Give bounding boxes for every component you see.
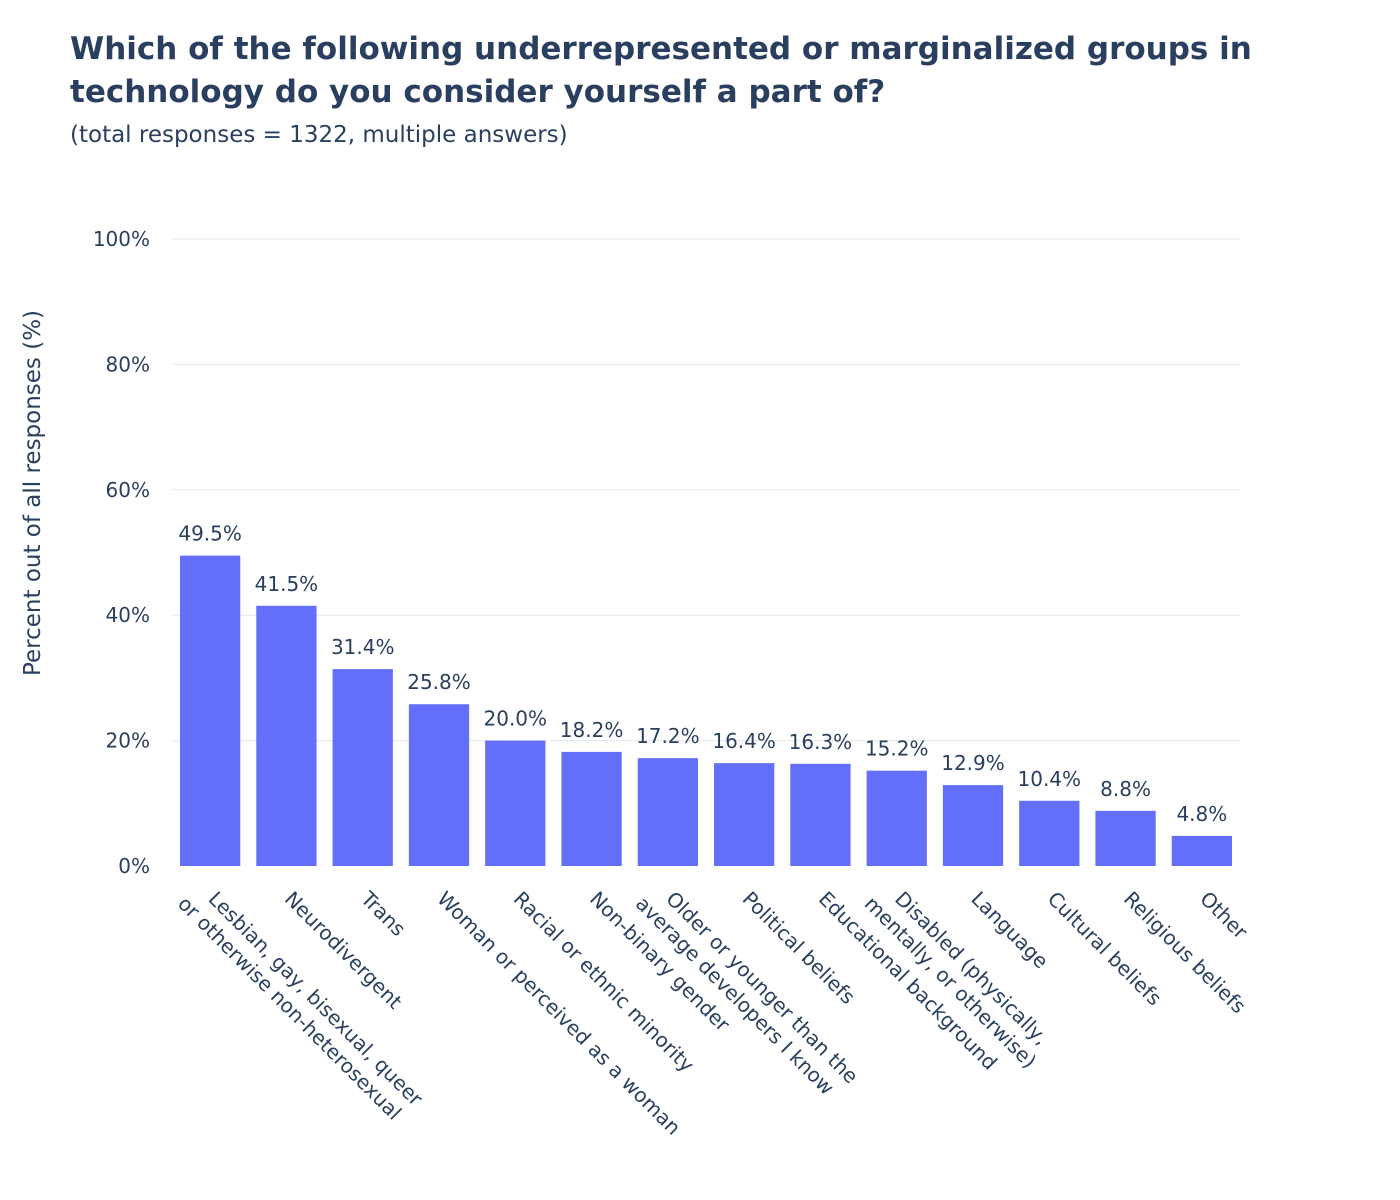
bar-value-label: 41.5%	[255, 572, 319, 596]
bar-value-label: 20.0%	[484, 707, 548, 731]
bar	[1019, 800, 1080, 866]
y-tick-label: 60%	[106, 478, 150, 502]
bar	[1171, 835, 1232, 866]
bar-value-label: 25.8%	[407, 670, 471, 694]
bar-value-label: 18.2%	[560, 718, 624, 742]
bar-value-label: 49.5%	[178, 522, 242, 546]
x-tick-label: Trans	[356, 886, 411, 941]
y-tick-label: 40%	[106, 603, 150, 627]
bar-value-label: 16.3%	[789, 730, 853, 754]
bar	[1095, 810, 1156, 866]
x-tick-label-line: Disabled (physically,	[890, 887, 1053, 1050]
bar-value-label: 17.2%	[636, 724, 700, 748]
x-tick-label-line: Trans	[356, 886, 411, 941]
chart-title: Which of the following underrepresented …	[70, 31, 1252, 110]
y-tick-label: 0%	[118, 854, 150, 878]
bar-value-label: 31.4%	[331, 635, 395, 659]
bar	[790, 763, 851, 866]
y-axis-title: Percent out of all responses (%)	[20, 310, 46, 676]
x-axis-ticks: Lesbian, gay, bisexual, queeror otherwis…	[173, 886, 1253, 1140]
x-tick-label-line: Other	[1195, 887, 1253, 945]
bars	[180, 555, 1232, 866]
gridlines	[172, 238, 1240, 742]
data-labels: 49.5% 41.5% 31.4% 25.8% 20.0% 18.2% 17.2% 16.4%…	[178, 522, 1227, 826]
bar	[637, 758, 698, 866]
bar	[485, 740, 546, 866]
bar	[714, 763, 775, 866]
y-tick-label: 20%	[106, 729, 150, 753]
x-tick-label-line: or otherwise non-heterosexual	[173, 891, 406, 1124]
bar	[256, 605, 317, 866]
bar-value-label: 15.2%	[865, 737, 929, 761]
bar-value-label: 16.4%	[712, 729, 776, 753]
x-tick-label-line: average developers I know	[631, 891, 839, 1099]
bar	[408, 704, 470, 866]
bar	[561, 751, 622, 866]
y-tick-label: 80%	[106, 352, 150, 376]
bar	[180, 555, 241, 866]
bar	[866, 770, 927, 866]
x-tick-label: Other	[1195, 887, 1253, 945]
y-axis-ticks: 0% 20% 40% 60% 80% 100%	[93, 227, 150, 878]
y-tick-label: 100%	[93, 227, 150, 251]
bar-value-label: 8.8%	[1100, 777, 1151, 801]
bar	[942, 785, 1004, 866]
bar-value-label: 10.4%	[1018, 767, 1082, 791]
bar-value-label: 12.9%	[941, 751, 1005, 775]
bar	[332, 669, 393, 866]
chart-subtitle: (total responses = 1322, multiple answer…	[70, 122, 568, 148]
bar-value-label: 4.8%	[1176, 802, 1227, 826]
